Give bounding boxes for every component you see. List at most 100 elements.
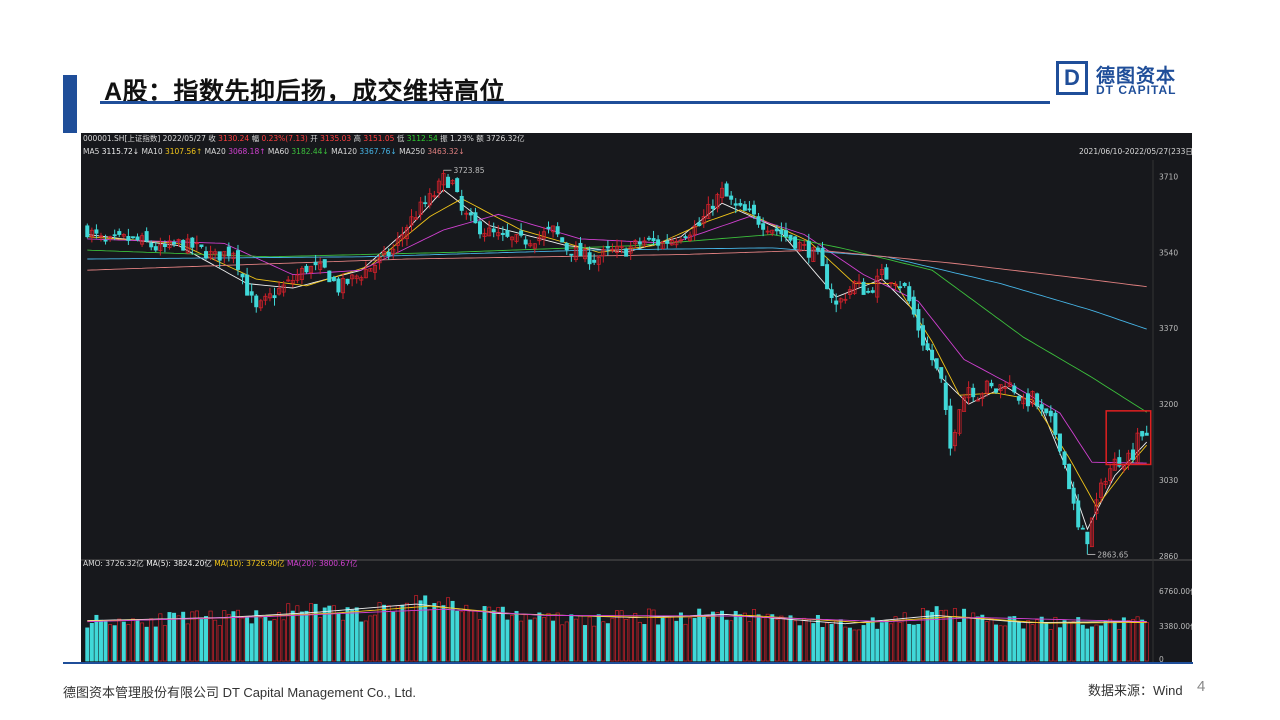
candle-body: [258, 300, 263, 309]
volume-bar: [975, 616, 980, 662]
volume-bar: [1053, 616, 1058, 662]
candle-body: [1076, 500, 1081, 528]
candle-body: [322, 259, 327, 268]
volume-bar: [637, 621, 642, 662]
candle-body: [487, 227, 492, 237]
logo-text-en: DT CAPITAL: [1096, 83, 1177, 97]
volume-bar: [788, 615, 793, 662]
volume-bar: [304, 610, 309, 662]
volume-bar: [697, 608, 702, 662]
candle-body: [199, 244, 204, 247]
header-value: 3182.44↓: [289, 147, 329, 156]
candle-body: [432, 195, 437, 198]
volume-bar: [825, 622, 830, 662]
volume-bar: [409, 610, 414, 662]
candle-body: [1044, 408, 1049, 414]
volume-bar: [930, 611, 935, 662]
candle-body: [1021, 397, 1026, 405]
candle-body: [624, 248, 629, 257]
volume-bar: [573, 618, 578, 662]
candle-body: [436, 180, 441, 193]
candle-body: [587, 252, 592, 265]
volume-bar: [583, 625, 588, 662]
candle-body: [583, 249, 588, 260]
candle-body: [505, 230, 510, 237]
candle-body: [235, 250, 240, 270]
candle-body: [806, 240, 811, 258]
candle-body: [1144, 432, 1149, 436]
candle-body: [519, 230, 524, 236]
volume-bar: [980, 614, 985, 662]
candle-body: [1030, 391, 1035, 405]
candle-body: [459, 195, 464, 211]
volume-bar: [715, 612, 720, 662]
volume-bar: [770, 614, 775, 662]
volume-bar: [939, 609, 944, 662]
volume-bar: [601, 621, 606, 662]
volume-bar: [957, 621, 962, 662]
volume-bar: [984, 621, 989, 662]
header-value: 3115.72↓: [99, 147, 139, 156]
candle-body: [1108, 468, 1113, 481]
volume-bar: [130, 618, 135, 662]
candle-body: [528, 243, 533, 247]
candle-body: [1062, 451, 1067, 465]
volume-bar: [446, 597, 451, 662]
candle-body: [240, 273, 245, 278]
candle-body: [185, 238, 190, 254]
volume-bar: [971, 612, 976, 662]
volume-bar: [117, 618, 122, 662]
volume-bar: [560, 624, 565, 662]
volume-bar: [395, 605, 400, 662]
candle-body: [532, 243, 537, 249]
volume-bar: [838, 619, 843, 662]
candle-body: [341, 278, 346, 294]
volume-bar: [231, 611, 236, 662]
volume-bar: [592, 625, 597, 662]
volume-bar: [605, 623, 610, 662]
candle-body: [1085, 531, 1090, 545]
candle-body: [628, 246, 633, 254]
volume-bar: [1089, 626, 1094, 662]
candle-body: [181, 239, 186, 251]
volume-bar: [1108, 618, 1113, 662]
candle-body: [857, 281, 862, 284]
volume-bar: [911, 624, 916, 662]
header-value: MA20: [202, 147, 226, 156]
volume-bar: [327, 605, 332, 662]
volume-bar: [701, 615, 706, 662]
candle-body: [989, 382, 994, 387]
candle-body: [213, 251, 218, 255]
volume-bar: [875, 628, 880, 662]
header-value: 3367.76↓: [357, 147, 397, 156]
candle-body: [1012, 385, 1017, 393]
volume-bar: [1117, 628, 1122, 662]
volume-bar: [642, 624, 647, 662]
volume-bar: [1021, 628, 1026, 662]
candle-body: [304, 265, 309, 273]
volume-bar: [382, 604, 387, 662]
volume-bar: [907, 623, 912, 662]
high-label: 3723.85: [453, 166, 484, 175]
volume-bar: [1048, 629, 1053, 662]
candle-body: [888, 282, 893, 285]
candle-body: [108, 236, 113, 239]
candle-body: [706, 203, 711, 219]
candle-body: [496, 232, 501, 237]
candle-body: [400, 234, 405, 240]
chart-canvas: 000001.SH[上证指数] 2022/05/27 收 3130.24 幅 0…: [81, 133, 1192, 663]
header-value: 低: [394, 133, 404, 143]
volume-bar: [267, 620, 272, 662]
candle-body: [934, 358, 939, 369]
candle-body: [834, 300, 839, 305]
candle-body: [537, 236, 542, 242]
volume-bar: [962, 608, 967, 662]
volume-bar: [359, 621, 364, 662]
candle-body: [975, 399, 980, 402]
candle-body: [172, 241, 177, 245]
candle-body: [121, 234, 126, 237]
volume-bar: [505, 619, 510, 662]
candle-body: [167, 240, 172, 249]
volume-bar: [391, 611, 396, 662]
volume-bar: [345, 607, 350, 662]
